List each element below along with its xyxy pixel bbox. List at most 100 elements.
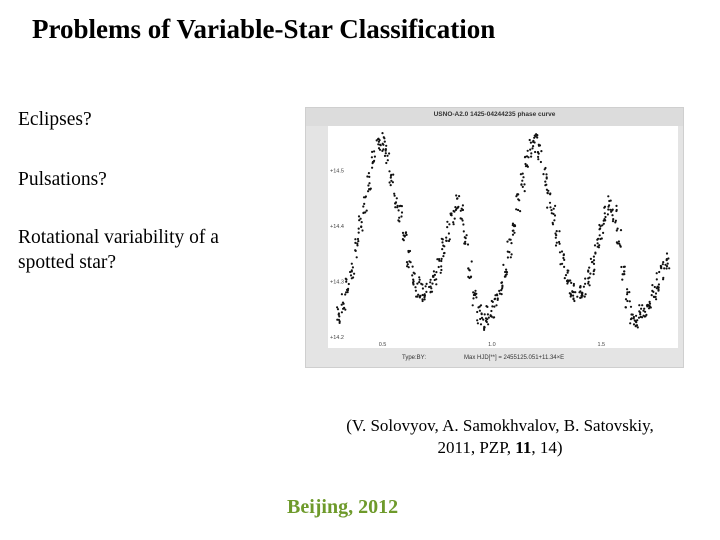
data-point	[515, 195, 518, 198]
data-point	[545, 176, 548, 179]
data-point	[547, 189, 550, 192]
data-point	[581, 292, 584, 295]
data-point	[553, 214, 557, 217]
data-point	[367, 184, 370, 187]
figure-footer: Type:BY: Max HJD[**] = 2455125.051+11.34…	[306, 349, 683, 367]
data-point	[626, 288, 629, 291]
data-point	[403, 235, 406, 238]
data-point	[455, 194, 458, 197]
data-point	[354, 249, 357, 252]
data-point	[423, 298, 426, 301]
data-point	[461, 208, 464, 212]
data-point	[523, 183, 526, 186]
data-point	[445, 236, 448, 239]
data-point	[618, 242, 621, 245]
data-point	[401, 231, 405, 234]
data-point	[584, 293, 587, 296]
data-point	[411, 274, 414, 277]
data-point	[639, 315, 642, 318]
data-point	[367, 190, 370, 193]
data-point	[666, 262, 669, 265]
data-point	[550, 209, 553, 212]
data-point	[655, 278, 658, 281]
data-point	[384, 149, 387, 152]
data-point	[466, 243, 470, 246]
data-point	[619, 245, 622, 248]
data-point	[588, 276, 591, 279]
data-point	[373, 155, 376, 158]
data-point	[412, 280, 415, 283]
data-point	[447, 232, 450, 235]
data-point	[433, 273, 436, 276]
data-point	[554, 236, 557, 239]
data-point	[407, 251, 410, 254]
data-point	[509, 256, 512, 259]
data-point	[536, 134, 539, 137]
data-point	[563, 265, 566, 268]
data-point	[578, 291, 581, 294]
data-point	[505, 268, 508, 271]
data-point	[338, 321, 341, 324]
data-point	[435, 278, 438, 281]
data-point	[421, 293, 424, 297]
data-point	[563, 258, 566, 261]
data-point	[661, 263, 664, 266]
data-point	[367, 172, 370, 175]
data-point	[396, 206, 399, 209]
data-point	[539, 160, 542, 164]
data-point	[652, 290, 655, 293]
data-point	[386, 154, 389, 157]
data-point	[566, 282, 569, 285]
y-tick-label: +14.3	[330, 279, 344, 285]
data-point	[620, 265, 623, 269]
data-point	[498, 289, 501, 292]
data-point	[629, 305, 633, 308]
data-point	[340, 303, 343, 306]
data-point	[598, 234, 601, 237]
data-point	[452, 223, 455, 226]
data-point	[360, 221, 363, 224]
data-point	[365, 209, 368, 212]
data-point	[438, 258, 441, 261]
data-point	[558, 230, 561, 233]
data-point	[589, 272, 592, 275]
data-point	[440, 259, 443, 263]
data-point	[622, 265, 625, 268]
data-point	[474, 289, 477, 292]
x-tick-label: 0.5	[379, 342, 387, 348]
data-point	[648, 302, 652, 305]
data-point	[668, 267, 671, 270]
data-point	[510, 242, 513, 245]
data-point	[572, 294, 575, 297]
data-point	[662, 261, 665, 264]
data-point	[626, 293, 629, 296]
data-point	[530, 155, 533, 158]
data-point	[432, 274, 435, 277]
data-point	[650, 294, 653, 297]
data-point	[381, 132, 384, 135]
data-point	[607, 208, 610, 211]
data-point	[458, 195, 461, 198]
data-point	[357, 240, 360, 243]
data-point	[462, 230, 465, 233]
data-point	[462, 223, 465, 226]
data-point	[344, 308, 347, 311]
data-point	[351, 266, 354, 269]
data-point	[470, 260, 473, 263]
data-point	[512, 229, 515, 232]
data-point	[440, 265, 443, 268]
data-point	[536, 136, 539, 139]
data-point	[337, 313, 340, 316]
data-point	[461, 204, 464, 207]
slide-title: Problems of Variable-Star Classification	[32, 14, 496, 44]
data-point	[459, 209, 462, 212]
data-point	[475, 296, 478, 299]
data-point	[437, 265, 440, 269]
data-point	[506, 256, 509, 259]
data-point	[549, 192, 552, 195]
data-point	[544, 180, 547, 183]
data-point	[572, 284, 575, 287]
data-point	[584, 282, 587, 285]
data-point	[392, 173, 395, 176]
data-point	[432, 270, 435, 273]
